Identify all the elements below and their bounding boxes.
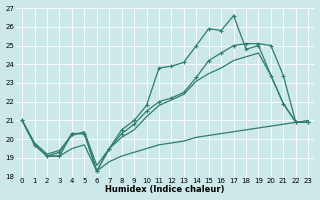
X-axis label: Humidex (Indice chaleur): Humidex (Indice chaleur) [106,185,225,194]
